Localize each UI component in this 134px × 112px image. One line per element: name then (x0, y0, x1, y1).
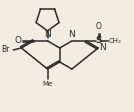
Text: N: N (44, 30, 51, 39)
Text: O: O (96, 22, 102, 31)
Text: Br: Br (1, 45, 9, 54)
Text: O: O (14, 36, 21, 45)
Text: N: N (68, 30, 75, 39)
Text: S: S (96, 36, 102, 45)
Text: N: N (100, 43, 106, 52)
Text: CH₃: CH₃ (109, 38, 122, 44)
Text: Me: Me (42, 81, 53, 87)
